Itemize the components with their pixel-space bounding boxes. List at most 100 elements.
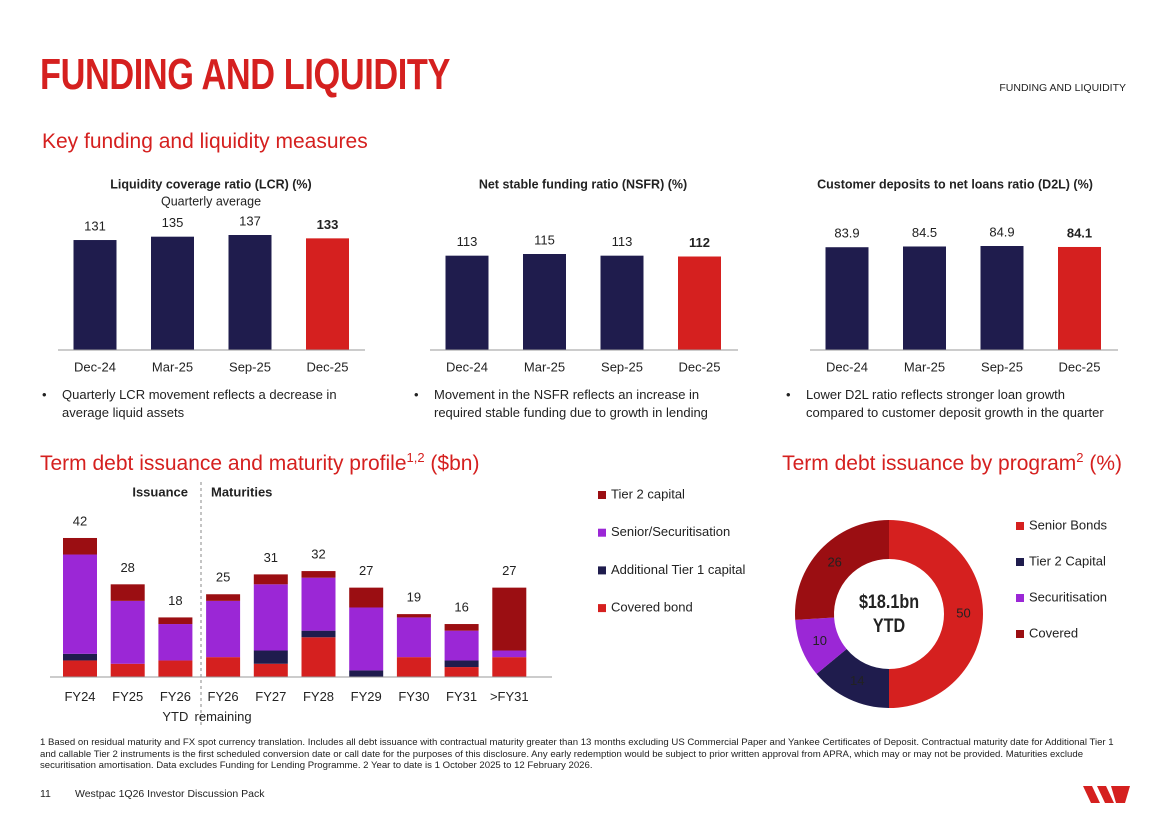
x-tick-label: Sep-25 xyxy=(981,359,1023,374)
bar-segment xyxy=(253,574,288,585)
bar-segment xyxy=(349,587,384,608)
bar-segment xyxy=(301,571,336,578)
page-number: 11 xyxy=(40,788,51,800)
center-label: $18.1bn xyxy=(859,591,919,613)
legend-label: Additional Tier 1 capital xyxy=(611,562,746,577)
annotation: Issuance xyxy=(132,484,188,499)
x-tick-label: FY26 remaining xyxy=(194,689,252,724)
x-tick-label: FY28 xyxy=(302,689,335,704)
x-tick-label: FY25 xyxy=(112,689,144,704)
bar-segment xyxy=(492,657,527,677)
x-tick-label: FY26 YTD xyxy=(159,689,191,724)
chart-subtitle: Quarterly average xyxy=(161,194,261,208)
legend-swatch xyxy=(598,528,606,537)
value-label: 113 xyxy=(612,234,633,249)
bullet-note: Movement in the NSFR reflects an increas… xyxy=(414,386,749,422)
x-tick-label: Dec-24 xyxy=(74,359,116,374)
annotation: Maturities xyxy=(211,484,272,499)
bar-segment xyxy=(206,594,241,601)
bar-segment xyxy=(492,587,527,651)
bar-segment xyxy=(253,650,288,664)
bar xyxy=(445,255,489,350)
legend-swatch xyxy=(1016,558,1024,566)
bar-segment xyxy=(396,617,431,658)
bar xyxy=(228,235,272,350)
bar-segment xyxy=(301,637,336,677)
bar xyxy=(523,254,566,350)
legend-swatch xyxy=(598,491,606,499)
bar-segment xyxy=(110,600,145,664)
x-tick-label: FY27 xyxy=(255,689,287,704)
value-label: 133 xyxy=(317,217,339,232)
center-label: YTD xyxy=(873,615,905,637)
x-tick-label: Mar-25 xyxy=(904,359,945,374)
title-text: Term debt issuance by program xyxy=(782,452,1077,475)
title-superscript: 2 xyxy=(1076,450,1084,465)
slice-label: 50 xyxy=(956,605,970,620)
bar-segment xyxy=(158,660,193,677)
x-tick-label: Sep-25 xyxy=(601,359,643,374)
x-tick-label: Mar-25 xyxy=(524,359,565,374)
total-label: 25 xyxy=(216,570,230,585)
x-tick-label: Dec-24 xyxy=(446,359,488,374)
x-tick-label: FY31 xyxy=(446,689,478,704)
x-tick-label: Dec-24 xyxy=(826,359,868,374)
total-label: 19 xyxy=(407,590,421,605)
footer-text: Westpac 1Q26 Investor Discussion Pack xyxy=(75,788,265,800)
x-tick-label: FY24 xyxy=(64,689,96,704)
total-label: 32 xyxy=(311,547,325,562)
x-tick-label: Dec-25 xyxy=(679,359,721,374)
x-tick-label: Mar-25 xyxy=(152,359,193,374)
chart-title: Customer deposits to net loans ratio (D2… xyxy=(817,177,1093,191)
footnote: 1 Based on residual maturity and FX spot… xyxy=(40,737,1114,771)
bar-segment xyxy=(444,667,479,677)
bullet-note: Lower D2L ratio reflects stronger loan g… xyxy=(786,386,1106,422)
total-label: 18 xyxy=(168,593,182,608)
page-title: FUNDING AND LIQUIDITY xyxy=(40,50,450,99)
total-label: 16 xyxy=(454,599,468,614)
value-label: 83.9 xyxy=(834,226,859,241)
value-label: 112 xyxy=(689,235,710,250)
title-unit: (%) xyxy=(1083,452,1122,475)
total-label: 42 xyxy=(73,513,87,528)
title-superscript: 1,2 xyxy=(406,450,425,465)
legend-label: Securitisation xyxy=(1029,589,1107,604)
bar xyxy=(980,246,1024,350)
total-label: 27 xyxy=(359,563,373,578)
chart-title: Liquidity coverage ratio (LCR) (%) xyxy=(110,177,311,191)
value-label: 84.1 xyxy=(1067,225,1092,240)
bar xyxy=(825,247,869,350)
x-tick-label: Sep-25 xyxy=(229,359,271,374)
legend-label: Tier 2 Capital xyxy=(1029,553,1106,568)
bar-segment xyxy=(444,660,479,668)
bar-segment xyxy=(349,607,384,671)
bar-segment xyxy=(301,577,336,631)
value-label: 115 xyxy=(534,232,555,247)
donut-slice xyxy=(816,649,889,708)
bar xyxy=(600,255,644,350)
bar-segment xyxy=(396,614,431,618)
bar-segment xyxy=(349,670,384,677)
section-tag: FUNDING AND LIQUIDITY xyxy=(999,82,1126,94)
value-label: 137 xyxy=(239,213,261,228)
x-tick-label: Dec-25 xyxy=(307,359,349,374)
title-text: Term debt issuance and maturity profile xyxy=(40,452,407,475)
bar-segment xyxy=(301,630,336,638)
donut-slice xyxy=(795,520,889,620)
legend-swatch xyxy=(1016,522,1024,530)
bar-segment xyxy=(63,537,97,555)
donut-slice xyxy=(795,617,847,674)
value-label: 84.9 xyxy=(989,224,1014,239)
section-title: Key funding and liquidity measures xyxy=(42,130,368,153)
bar-segment xyxy=(253,663,288,677)
total-label: 27 xyxy=(502,563,516,578)
x-tick-label: FY30 xyxy=(398,689,430,704)
bullet-note: Quarterly LCR movement reflects a decrea… xyxy=(42,386,377,422)
bar-segment xyxy=(158,624,193,661)
slice-label: 10 xyxy=(812,633,826,648)
bar-segment xyxy=(206,657,241,677)
bar xyxy=(678,256,721,350)
x-tick-label: FY29 xyxy=(350,689,382,704)
